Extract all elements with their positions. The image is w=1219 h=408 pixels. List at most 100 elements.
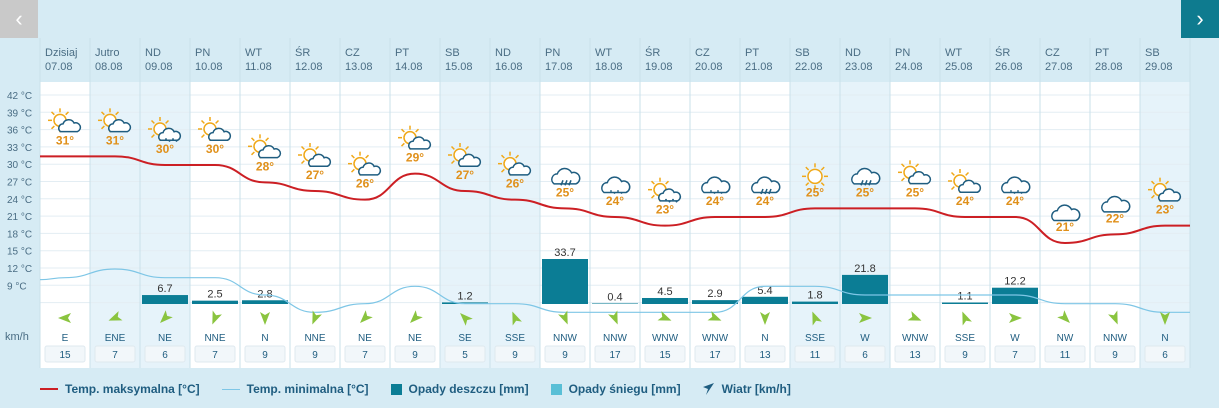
sun-ray <box>165 119 170 124</box>
legend-label: Temp. minimalna [°C] <box>246 382 369 396</box>
rain-drop <box>564 180 568 186</box>
wind-speed: 9 <box>962 350 968 361</box>
cloud-rain-icon <box>851 167 881 186</box>
rain-label: 21.8 <box>854 263 875 275</box>
sun-ray <box>415 128 420 133</box>
wind-speed: 9 <box>412 350 418 361</box>
wind-speed: 6 <box>1162 350 1168 361</box>
wind-arrow-shape <box>512 311 522 326</box>
legend-wind: Wiatr [km/h] <box>702 382 791 396</box>
y-tick-label: 39 °C <box>7 108 32 119</box>
day-name: CZ <box>1045 47 1060 59</box>
sun-ray <box>265 137 270 142</box>
wind-arrow-icon <box>1160 312 1170 325</box>
day-name: Jutro <box>95 47 119 59</box>
cloud-shape <box>408 136 432 150</box>
weekend-column <box>790 82 840 304</box>
wind-direction: W <box>860 333 870 344</box>
rain-bar <box>992 287 1038 304</box>
day-name: WT <box>945 47 962 59</box>
wind-arrow-shape <box>108 311 123 321</box>
cloud-shape <box>358 162 382 176</box>
drizzle-dot <box>175 140 178 142</box>
wind-arrow-icon <box>657 311 672 321</box>
sun-ray <box>250 151 255 156</box>
y-tick-label: 12 °C <box>7 264 32 275</box>
drizzle-dot <box>610 190 612 192</box>
wind-speed-box <box>844 345 886 363</box>
legend-label: Wiatr [km/h] <box>721 382 791 396</box>
day-name: Dzisiaj <box>45 47 77 59</box>
wind-arrow-icon <box>212 310 222 325</box>
day-name: CZ <box>695 47 710 59</box>
wind-speed: 9 <box>1112 350 1118 361</box>
rain-bar <box>242 300 288 304</box>
sun-ray <box>805 166 810 171</box>
next-arrow-button[interactable]: › <box>1181 0 1219 38</box>
day-date: 26.08 <box>995 61 1023 73</box>
day-name: PT <box>1095 47 1109 59</box>
rain-bar <box>642 297 688 304</box>
wind-direction: NE <box>358 333 372 344</box>
prev-arrow-button[interactable]: ‹ <box>0 0 38 38</box>
wind-speed-box <box>1094 345 1136 363</box>
day-name: ŚR <box>295 46 310 59</box>
y-tick-label: 21 °C <box>7 212 32 223</box>
wind-direction: SE <box>458 333 472 344</box>
wind-speed-box <box>494 345 536 363</box>
drizzle-dot <box>713 192 716 194</box>
wind-arrow-icon <box>1009 313 1022 323</box>
wind-speed-box <box>894 345 936 363</box>
sun-ray <box>665 180 670 185</box>
sun-ray <box>400 128 405 133</box>
wind-arrow-shape <box>558 310 568 325</box>
sun-cloud-icon <box>1148 177 1182 202</box>
day-name: PT <box>745 47 759 59</box>
drizzle-dot <box>617 190 619 192</box>
day-date: 17.08 <box>545 61 573 73</box>
cloud-shape <box>908 170 932 185</box>
max-temp-label: 27° <box>306 168 324 182</box>
snow-swatch <box>550 383 562 395</box>
sun-ray <box>365 154 370 159</box>
cloud-shape <box>508 162 532 176</box>
wind-direction: NNW <box>603 333 627 344</box>
wind-speed: 9 <box>562 350 568 361</box>
wind-arrow-icon <box>608 310 618 325</box>
wind-speed: 13 <box>909 350 921 361</box>
max-temp-label: 25° <box>906 185 924 199</box>
wind-arrow-shape <box>760 312 770 325</box>
wind-arrow-shape <box>1108 310 1118 325</box>
sun-ray <box>200 119 205 124</box>
day-date: 18.08 <box>595 61 623 73</box>
day-date: 28.08 <box>1095 61 1123 73</box>
cloud-shape <box>458 153 482 167</box>
cloud-shape <box>1001 176 1031 194</box>
day-name: PN <box>895 47 910 59</box>
max-temp-label: 24° <box>956 194 974 208</box>
max-temp-line <box>40 155 1190 245</box>
sun-ray <box>65 111 70 116</box>
sun-ray <box>900 177 905 182</box>
cloud-shape <box>1051 204 1081 222</box>
sun-cloud-drizzle-icon <box>148 117 182 142</box>
day-name: ND <box>495 47 511 59</box>
wind-arrow-shape <box>657 311 672 321</box>
max-temp-label: 25° <box>806 185 824 199</box>
wind-arrow-icon <box>760 312 770 325</box>
rain-label: 0.4 <box>607 291 622 303</box>
sun-cloud-icon <box>248 134 282 159</box>
max-temp-label: 30° <box>206 142 224 156</box>
wind-arrow-icon <box>512 311 522 326</box>
wind-arrow-icon <box>907 311 922 321</box>
sun-ray <box>820 182 825 187</box>
wind-speed: 9 <box>512 350 518 361</box>
wind-arrow-icon <box>859 313 872 323</box>
sun-cloud-icon <box>498 151 532 176</box>
wind-direction: NNW <box>1103 333 1127 344</box>
wind-speed: 17 <box>709 350 721 361</box>
wind-arrow-icon <box>410 310 423 323</box>
rain-label: 5.4 <box>757 285 772 297</box>
sun-cloud-icon <box>298 143 332 167</box>
wind-speed: 15 <box>59 350 71 361</box>
